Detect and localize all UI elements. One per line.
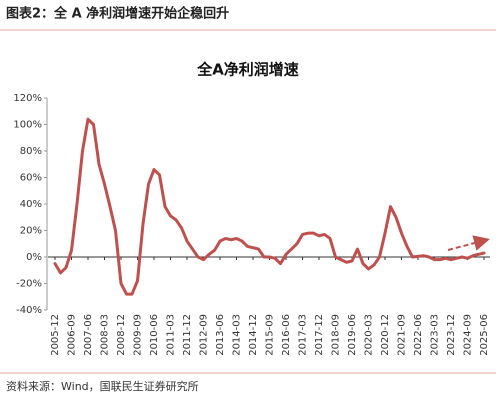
y-tick-label: 0% (26, 252, 42, 263)
x-tick-label: 2006-09 (67, 314, 78, 356)
x-tick-label: 2009-09 (133, 314, 144, 356)
x-tick-label: 2010-06 (149, 314, 160, 356)
y-tick-label: 40% (20, 199, 42, 210)
x-tick-label: 2008-03 (100, 314, 111, 356)
x-tick-label: 2025-06 (479, 314, 490, 356)
y-tick-label: 60% (20, 173, 42, 184)
data-line (53, 117, 486, 296)
chart-title: 全A净利润增速 (196, 61, 299, 79)
x-tick-label: 2019-06 (347, 314, 358, 356)
y-tick-label: 100% (13, 120, 42, 131)
y-tick-label: 80% (20, 146, 42, 157)
x-tick-label: 2015-09 (265, 314, 276, 356)
y-tick-label: 120% (13, 93, 42, 104)
x-tick-label: 2021-09 (397, 314, 408, 356)
x-tick-label: 2022-06 (413, 314, 424, 356)
header-title: 图表2：全 A 净利润增速开始企稳回升 (6, 6, 229, 22)
x-tick-label: 2005-12 (50, 314, 61, 356)
x-tick-label: 2016-06 (281, 314, 292, 356)
x-tick-label: 2008-12 (116, 314, 127, 356)
x-tick-label: 2013-06 (215, 314, 226, 356)
x-tick-label: 2023-12 (446, 314, 457, 356)
x-tick-label: 2020-03 (364, 314, 375, 356)
x-tick-label: 2017-03 (298, 314, 309, 356)
x-tick-label: 2023-03 (430, 314, 441, 356)
x-tick-label: 2020-12 (380, 314, 391, 356)
x-tick-label: 2014-03 (232, 314, 243, 356)
x-tick-label: 2012-09 (199, 314, 210, 356)
x-tick-label: 2007-06 (83, 314, 94, 356)
trend-arrow (447, 235, 490, 251)
x-tick-label: 2011-03 (166, 314, 177, 356)
x-tick-label: 2014-12 (248, 314, 259, 356)
y-tick-label: 20% (20, 226, 42, 237)
x-tick-label: 2017-12 (314, 314, 325, 356)
x-tick-label: 2024-09 (463, 314, 474, 356)
y-tick-label: -20% (16, 279, 42, 290)
x-tick-label: 2011-12 (182, 314, 193, 356)
source-note: 资料来源：Wind，国联民生证券研究所 (6, 379, 199, 393)
y-tick-label: -40% (16, 305, 42, 316)
x-tick-label: 2018-09 (331, 314, 342, 356)
